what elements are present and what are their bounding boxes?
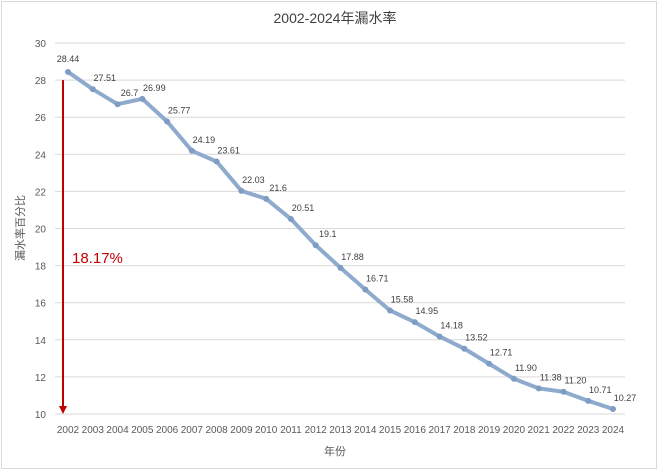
series-line <box>66 70 614 411</box>
x-tick-label: 2014 <box>354 425 377 436</box>
data-point <box>188 147 195 154</box>
data-point <box>114 101 121 108</box>
chart-title: 2002-2024年漏水率 <box>274 10 397 26</box>
data-label: 14.18 <box>440 320 463 330</box>
data-label: 12.71 <box>490 348 513 358</box>
data-point <box>312 242 319 249</box>
data-point <box>362 286 369 293</box>
data-label: 15.58 <box>391 294 414 304</box>
y-tick-label: 22 <box>35 187 47 198</box>
data-label: 11.38 <box>540 372 562 382</box>
x-tick-label: 2003 <box>82 425 105 436</box>
data-label: 16.71 <box>366 274 389 284</box>
data-point <box>585 397 592 404</box>
data-point <box>287 216 294 223</box>
data-label: 10.71 <box>589 385 612 395</box>
x-tick-label: 2002 <box>57 425 80 436</box>
data-label: 22.03 <box>242 175 265 185</box>
data-point <box>436 333 443 340</box>
data-point <box>387 307 394 314</box>
data-point <box>461 345 468 352</box>
y-tick-label: 16 <box>35 299 47 310</box>
y-tick-label: 18 <box>35 262 47 273</box>
data-point <box>65 68 71 75</box>
x-tick-label: 2011 <box>280 425 302 436</box>
x-tick-label: 2019 <box>478 425 501 436</box>
data-label: 21.6 <box>269 183 287 193</box>
x-tick-label: 2015 <box>379 425 402 436</box>
y-tick-label: 30 <box>35 39 47 50</box>
data-label: 27.51 <box>94 73 117 83</box>
annotation-label: 18.17% <box>72 250 123 267</box>
x-tick-label: 2022 <box>552 425 575 436</box>
data-point <box>560 388 567 395</box>
x-tick-label: 2007 <box>181 425 204 436</box>
data-label: 11.90 <box>515 363 537 373</box>
y-tick-label: 20 <box>35 225 47 236</box>
x-tick-label: 2013 <box>329 425 352 436</box>
x-tick-label: 2004 <box>106 425 129 436</box>
data-label: 26.7 <box>121 88 139 98</box>
x-tick-label: 2008 <box>206 425 229 436</box>
x-tick-label: 2023 <box>577 425 600 436</box>
x-tick-label: 2021 <box>528 425 551 436</box>
data-point <box>139 95 146 102</box>
data-label: 20.51 <box>292 203 315 213</box>
data-point <box>337 264 344 271</box>
y-tick-label: 10 <box>35 410 47 421</box>
data-point <box>89 86 96 93</box>
data-label: 24.19 <box>193 135 216 145</box>
data-point <box>213 158 220 165</box>
x-tick-label: 2020 <box>503 425 526 436</box>
x-tick-label: 2017 <box>428 425 451 436</box>
x-axis-label: 年份 <box>324 444 346 458</box>
y-tick-label: 14 <box>35 336 47 347</box>
data-label: 26.99 <box>143 83 166 93</box>
data-point <box>486 360 493 367</box>
x-tick-label: 2009 <box>230 425 253 436</box>
data-label: 11.20 <box>565 376 587 386</box>
data-label: 25.77 <box>168 105 191 115</box>
data-point <box>263 195 270 202</box>
data-label: 13.52 <box>465 333 488 343</box>
data-point <box>510 375 517 382</box>
data-label: 23.61 <box>217 146 240 156</box>
data-label: 10.27 <box>614 393 637 403</box>
data-label: 19.1 <box>319 229 337 239</box>
y-axis-label: 漏水率百分比 <box>13 195 27 261</box>
x-tick-label: 2005 <box>131 425 154 436</box>
data-point <box>411 319 418 326</box>
x-tick-label: 2010 <box>255 425 278 436</box>
data-point <box>238 187 245 194</box>
data-label: 14.95 <box>416 306 439 316</box>
x-tick-label: 2006 <box>156 425 179 436</box>
y-tick-label: 12 <box>35 373 47 384</box>
x-tick-label: 2018 <box>453 425 476 436</box>
x-tick-label: 2024 <box>602 425 625 436</box>
x-tick-label: 2012 <box>305 425 328 436</box>
data-label: 17.88 <box>341 252 364 262</box>
y-tick-label: 26 <box>35 113 47 124</box>
y-tick-label: 28 <box>35 76 47 87</box>
x-tick-label: 2016 <box>404 425 427 436</box>
data-point <box>610 405 616 412</box>
annotation-arrow-head <box>59 406 67 414</box>
data-label: 28.44 <box>57 54 80 64</box>
data-point <box>535 385 542 392</box>
y-tick-label: 24 <box>35 150 47 161</box>
data-point <box>164 118 171 125</box>
